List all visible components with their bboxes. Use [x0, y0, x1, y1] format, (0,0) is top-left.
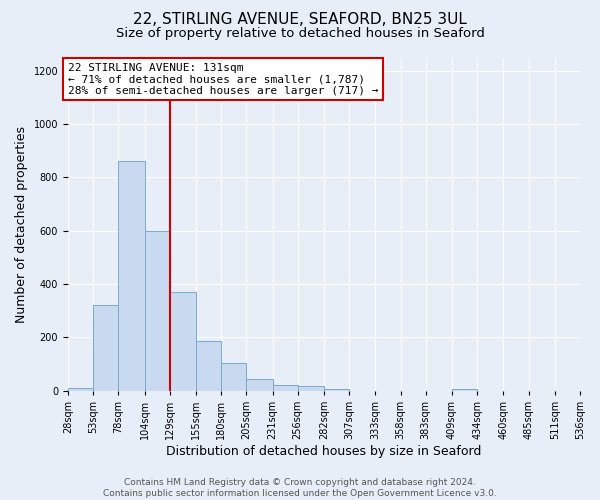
Bar: [298, 386, 324, 390]
Bar: [93, 306, 118, 390]
X-axis label: Distribution of detached houses by size in Seaford: Distribution of detached houses by size …: [166, 444, 482, 458]
Bar: [118, 162, 145, 390]
Bar: [221, 362, 247, 390]
Text: 22 STIRLING AVENUE: 131sqm
← 71% of detached houses are smaller (1,787)
28% of s: 22 STIRLING AVENUE: 131sqm ← 71% of deta…: [68, 63, 379, 96]
Bar: [145, 230, 170, 390]
Y-axis label: Number of detached properties: Number of detached properties: [15, 126, 28, 322]
Bar: [272, 384, 298, 390]
Bar: [68, 388, 93, 390]
Bar: [170, 292, 196, 390]
Text: Contains HM Land Registry data © Crown copyright and database right 2024.
Contai: Contains HM Land Registry data © Crown c…: [103, 478, 497, 498]
Bar: [324, 389, 349, 390]
Bar: [452, 388, 477, 390]
Bar: [196, 342, 221, 390]
Text: Size of property relative to detached houses in Seaford: Size of property relative to detached ho…: [116, 28, 484, 40]
Bar: [247, 378, 272, 390]
Text: 22, STIRLING AVENUE, SEAFORD, BN25 3UL: 22, STIRLING AVENUE, SEAFORD, BN25 3UL: [133, 12, 467, 28]
